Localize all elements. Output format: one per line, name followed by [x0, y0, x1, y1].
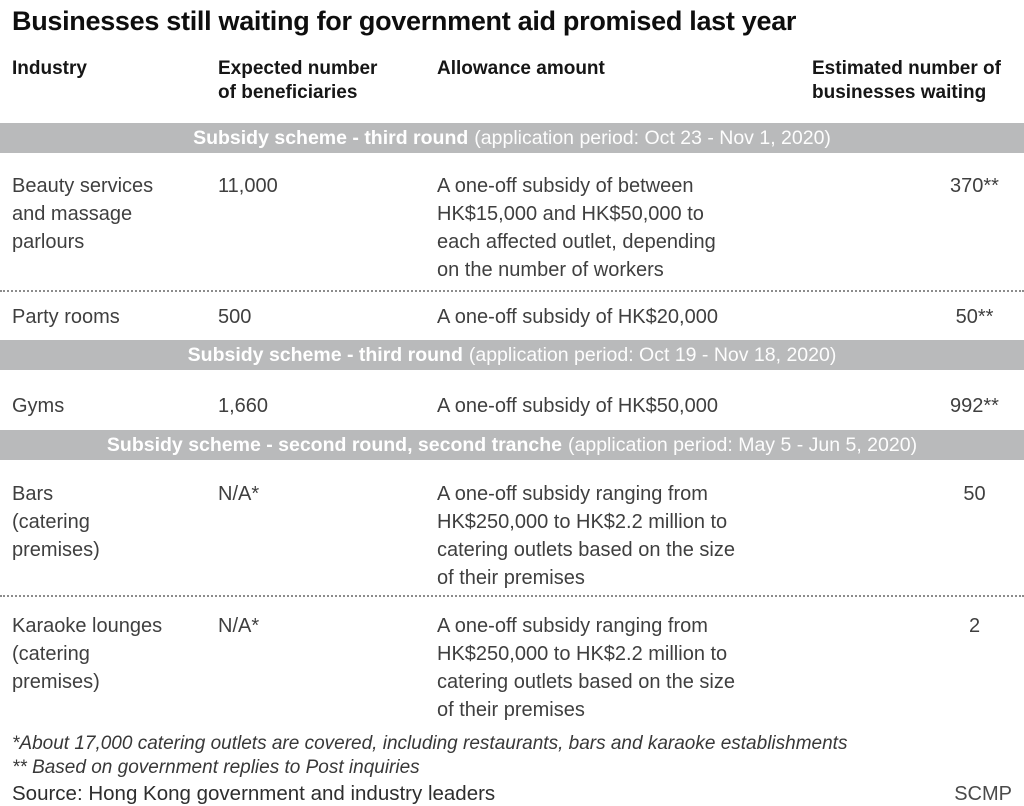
row-divider	[0, 595, 1024, 597]
source-row: Source: Hong Kong government and industr…	[0, 782, 1024, 806]
table-row-karaoke-lounges: Karaoke lounges (catering premises) N/A*…	[0, 597, 1024, 724]
allowance-cell: A one-off subsidy of HK$20,000	[437, 306, 718, 328]
table-row-beauty-services: Beauty services and massage parlours 11,…	[0, 153, 1024, 290]
source-label: Source: Hong Kong government and industr…	[12, 782, 496, 805]
column-header-waiting: Estimated number of businesses waiting	[812, 58, 1001, 103]
beneficiaries-cell: N/A*	[218, 483, 260, 505]
section-period-label: (application period: May 5 - Jun 5, 2020…	[568, 434, 918, 456]
section-period-label: (application period: Oct 23 - Nov 1, 202…	[474, 127, 831, 149]
section-period-label: (application period: Oct 19 - Nov 18, 20…	[468, 344, 837, 366]
section-scheme-label: Subsidy scheme - third round	[187, 344, 463, 366]
section-band-second-round: Subsidy scheme - second round, second tr…	[0, 430, 1024, 460]
industry-cell: Beauty services and massage parlours	[12, 175, 154, 253]
waiting-cell: 2	[968, 615, 981, 637]
row-divider	[0, 290, 1024, 292]
waiting-cell: 370**	[950, 175, 999, 197]
column-header-allowance: Allowance amount	[437, 58, 605, 79]
table-header: Industry Expected number of beneficiarie…	[0, 57, 1024, 105]
industry-cell: Gyms	[12, 395, 65, 417]
column-header-industry: Industry	[12, 58, 87, 79]
section-scheme-label: Subsidy scheme - third round	[193, 127, 469, 149]
section-band-third-round-2: Subsidy scheme - third round (application…	[0, 340, 1024, 370]
footnote-post-inquiries: ** Based on government replies to Post i…	[12, 757, 420, 778]
beneficiaries-cell: 11,000	[218, 175, 278, 197]
footnote-catering-outlets: *About 17,000 catering outlets are cover…	[12, 733, 848, 754]
table-row-party-rooms: Party rooms 500 A one-off subsidy of HK$…	[0, 292, 1024, 340]
beneficiaries-cell: N/A*	[218, 615, 260, 637]
credit-label: SCMP	[954, 783, 1012, 805]
footnotes: *About 17,000 catering outlets are cover…	[0, 732, 1024, 780]
allowance-cell: A one-off subsidy of between HK$15,000 a…	[437, 175, 716, 281]
industry-cell: Bars (catering premises)	[12, 483, 100, 561]
table-row-gyms: Gyms 1,660 A one-off subsidy of HK$50,00…	[0, 370, 1024, 430]
page-title: Businesses still waiting for government …	[12, 6, 797, 36]
section-scheme-label: Subsidy scheme - second round, second tr…	[106, 434, 563, 456]
waiting-cell: 50**	[955, 306, 994, 328]
allowance-cell: A one-off subsidy ranging from HK$250,00…	[437, 483, 735, 589]
allowance-cell: A one-off subsidy ranging from HK$250,00…	[437, 615, 735, 721]
beneficiaries-cell: 1,660	[218, 395, 269, 417]
table-row-bars: Bars (catering premises) N/A* A one-off …	[0, 460, 1024, 595]
industry-cell: Karaoke lounges (catering premises)	[12, 615, 163, 693]
waiting-cell: 992**	[950, 395, 999, 417]
industry-cell: Party rooms	[12, 306, 120, 328]
section-band-third-round-1: Subsidy scheme - third round (application…	[0, 123, 1024, 153]
column-header-beneficiaries: Expected number of beneficiaries	[218, 58, 378, 103]
allowance-cell: A one-off subsidy of HK$50,000	[437, 395, 718, 417]
beneficiaries-cell: 500	[218, 306, 252, 328]
waiting-cell: 50	[963, 483, 986, 505]
